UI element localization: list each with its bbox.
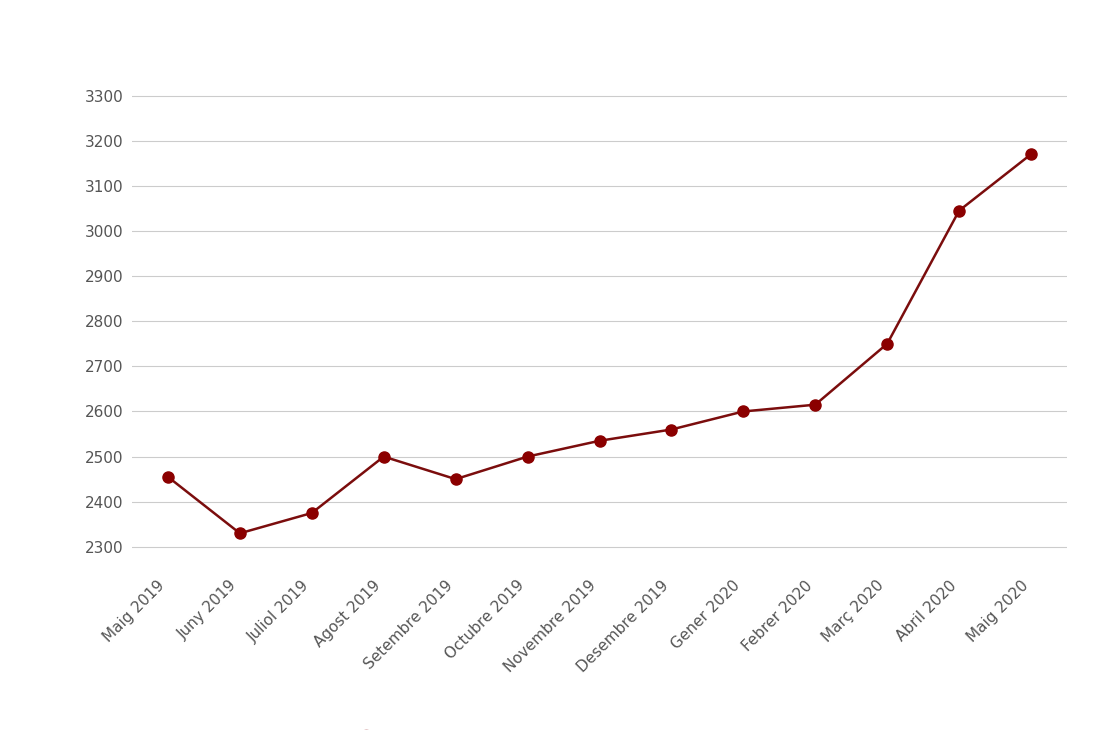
Legend: Persones registrades a l'Oficina de Treball de la Generalitat: Persones registrades a l'Oficina de Treb… <box>344 726 855 730</box>
